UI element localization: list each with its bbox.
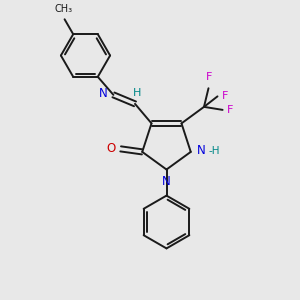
Text: N: N: [99, 87, 108, 100]
Text: F: F: [206, 72, 212, 82]
Text: F: F: [222, 92, 228, 101]
Text: O: O: [106, 142, 115, 155]
Text: CH₃: CH₃: [54, 4, 72, 14]
Text: N: N: [162, 175, 171, 188]
Text: F: F: [227, 105, 233, 115]
Text: N: N: [197, 144, 206, 157]
Text: H: H: [133, 88, 142, 98]
Text: -H: -H: [209, 146, 220, 156]
